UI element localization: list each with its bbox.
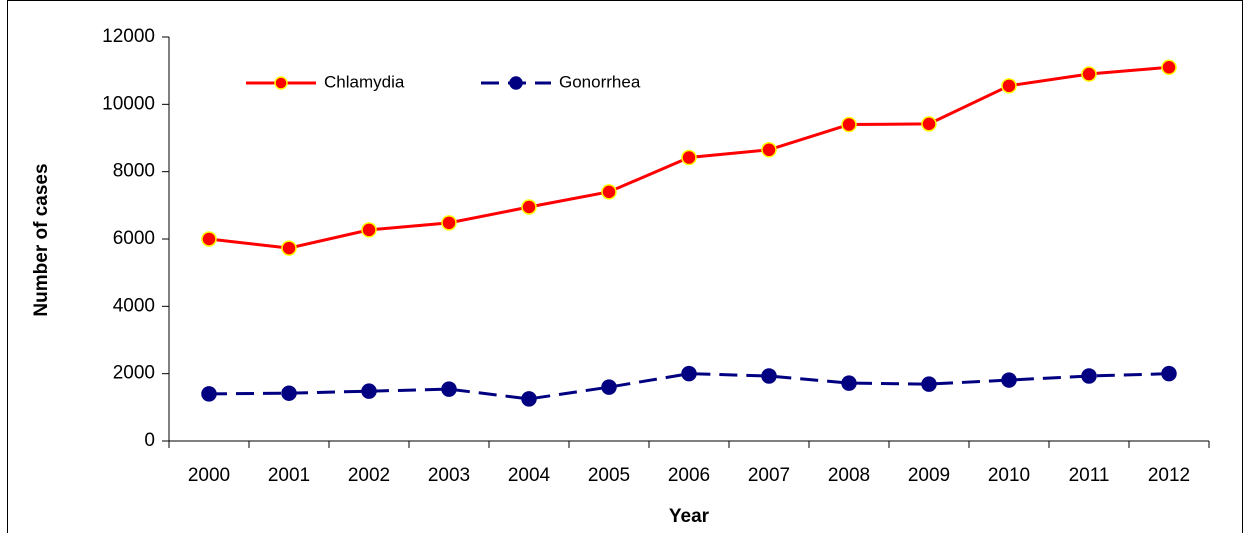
- legend-marker: [274, 76, 288, 90]
- data-point: [681, 365, 697, 382]
- legend-label: Chlamydia: [324, 72, 405, 91]
- x-tick-label: 2010: [988, 465, 1030, 486]
- x-tick-label: 2002: [348, 465, 390, 486]
- x-tick-label: 2004: [508, 465, 551, 486]
- data-point: [1001, 372, 1017, 388]
- x-tick-label: 2006: [668, 465, 710, 486]
- data-point: [1161, 59, 1177, 76]
- x-tick-label: 2001: [268, 465, 310, 486]
- data-point: [601, 379, 617, 395]
- y-tick-label: 6000: [113, 228, 155, 249]
- y-tick-label: 2000: [113, 363, 155, 384]
- data-point: [441, 215, 457, 231]
- data-point: [361, 383, 377, 399]
- y-tick-label: 10000: [102, 93, 155, 114]
- y-tick-label: 4000: [113, 295, 155, 316]
- data-point: [761, 368, 777, 384]
- data-point: [841, 375, 857, 391]
- data-point: [1161, 365, 1177, 382]
- data-point: [761, 142, 777, 158]
- data-point: [1081, 66, 1097, 82]
- data-point: [281, 240, 297, 256]
- data-point: [521, 199, 537, 215]
- data-point: [201, 386, 217, 402]
- data-point: [441, 381, 457, 397]
- x-tick-label: 2007: [748, 465, 790, 486]
- x-tick-label: 2008: [828, 465, 870, 486]
- data-point: [841, 116, 857, 133]
- data-point: [1001, 78, 1017, 94]
- legend-marker: [509, 76, 523, 90]
- data-point: [921, 376, 937, 392]
- data-point: [601, 184, 617, 200]
- x-axis-title: Year: [669, 506, 710, 527]
- data-point: [1081, 368, 1097, 384]
- chart-frame: [7, 0, 1243, 538]
- x-tick-label: 2011: [1069, 465, 1110, 486]
- data-point: [681, 149, 697, 166]
- data-point: [521, 391, 537, 407]
- x-tick-label: 2012: [1148, 465, 1190, 486]
- y-tick-label: 0: [144, 430, 155, 451]
- x-tick-label: 2000: [188, 465, 230, 486]
- data-point: [281, 385, 297, 401]
- y-axis-title: Number of cases: [31, 163, 52, 316]
- x-tick-label: 2003: [428, 465, 470, 486]
- x-tick-label: 2005: [588, 465, 630, 486]
- legend-label: Gonorrhea: [559, 72, 641, 91]
- data-point: [921, 116, 937, 132]
- data-point: [201, 231, 217, 247]
- y-tick-label: 12000: [102, 26, 155, 47]
- x-tick-label: 2009: [908, 465, 950, 486]
- data-point: [361, 222, 377, 238]
- y-tick-label: 8000: [113, 161, 155, 182]
